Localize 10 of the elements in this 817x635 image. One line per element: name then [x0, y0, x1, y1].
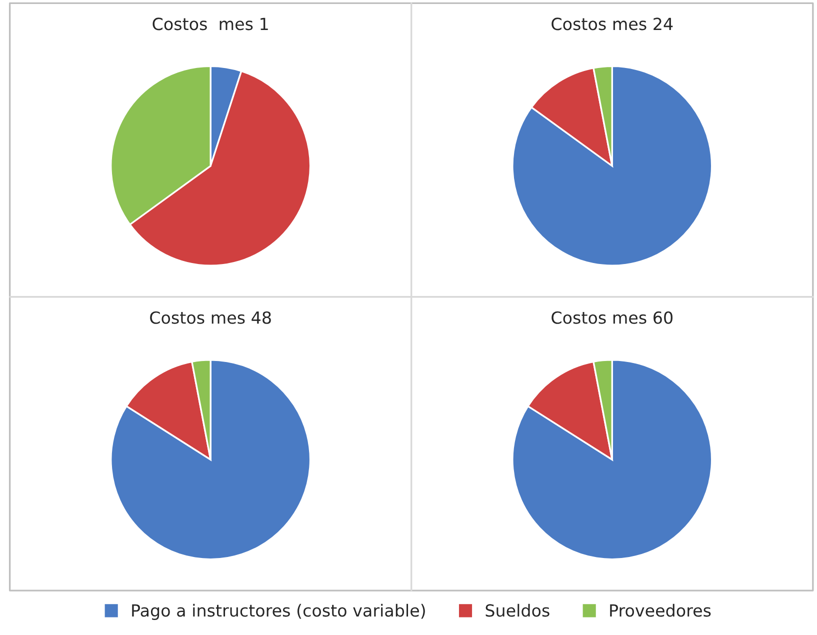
chart-title: Costos mes 1: [152, 18, 268, 30]
legend-label: Sueldos: [486, 604, 550, 617]
pie-slice: [512, 65, 713, 266]
legend-label: Pago a instructores (costo variable): [132, 604, 425, 620]
chart-title: Costos mes 24: [552, 18, 673, 30]
pie-slice: [512, 359, 713, 560]
legend-label: Proveedores: [610, 604, 711, 617]
chart-title: Costos mes 48: [150, 311, 271, 324]
chart-title: Costos mes 60: [552, 311, 672, 324]
pie-slice: [110, 359, 312, 560]
